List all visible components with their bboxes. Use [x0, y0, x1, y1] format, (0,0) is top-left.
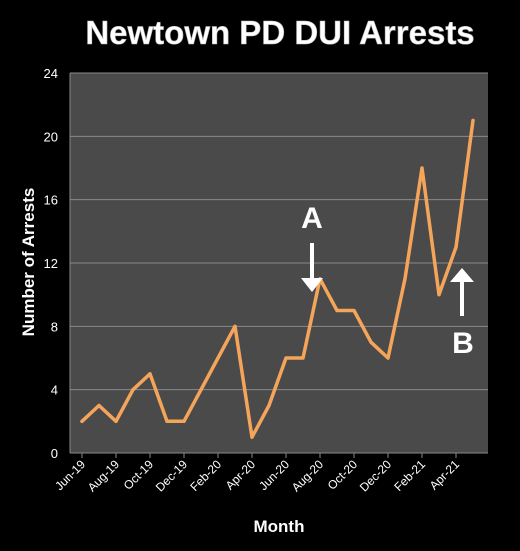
- data-point: [454, 245, 458, 249]
- y-tick-label: 20: [44, 129, 58, 144]
- x-tick-label: Apr-21: [427, 457, 463, 493]
- x-tick-label: Oct-19: [121, 457, 157, 493]
- data-point: [80, 419, 84, 423]
- x-tick-label: Aug-19: [85, 457, 122, 494]
- annotation-label: A: [301, 202, 323, 235]
- data-point: [199, 388, 203, 392]
- data-point: [420, 166, 424, 170]
- data-point: [301, 356, 305, 360]
- x-tick-label: Oct-20: [325, 457, 361, 493]
- data-point: [335, 308, 339, 313]
- data-point: [284, 356, 288, 360]
- x-tick-label: Jun-19: [52, 457, 88, 493]
- data-point: [165, 419, 169, 423]
- data-point: [267, 403, 271, 408]
- data-point: [97, 403, 101, 408]
- x-tick-label: Dec-20: [357, 457, 394, 494]
- annotation-label: B: [452, 327, 474, 360]
- y-tick-label: 4: [51, 383, 58, 398]
- grid-lines: [70, 72, 488, 391]
- y-axis-ticks: 0 4 8 12 16 20 24: [44, 66, 58, 461]
- y-axis-label: Number of Arrests: [19, 188, 38, 337]
- data-point: [471, 118, 475, 123]
- x-tick-label: Feb-21: [391, 457, 428, 494]
- y-tick-label: 12: [44, 256, 58, 271]
- data-point: [131, 388, 135, 392]
- chart-title: Newtown PD DUI Arrests: [85, 14, 474, 51]
- y-tick-label: 24: [44, 66, 58, 81]
- y-tick-label: 8: [51, 319, 58, 334]
- data-point: [386, 356, 390, 360]
- x-axis-ticks: Jun-19Aug-19Oct-19Dec-19Feb-20Apr-20Jun-…: [52, 453, 462, 494]
- x-tick-label: Dec-19: [153, 457, 190, 494]
- x-tick-label: Apr-20: [223, 457, 259, 493]
- data-point: [437, 293, 441, 297]
- data-point: [403, 277, 407, 281]
- data-point: [250, 435, 254, 439]
- series-line: [80, 118, 475, 439]
- data-point: [182, 419, 186, 423]
- x-axis-label: Month: [254, 517, 305, 536]
- x-tick-label: Jun-20: [256, 457, 292, 493]
- data-point: [216, 356, 220, 360]
- data-point: [352, 308, 356, 313]
- data-point: [148, 372, 152, 376]
- data-point: [233, 324, 237, 328]
- annotation-b: B: [450, 268, 474, 360]
- arrowhead-icon: [301, 278, 323, 292]
- data-point: [114, 419, 118, 423]
- arrowhead-icon: [450, 268, 474, 282]
- y-tick-label: 16: [44, 193, 58, 208]
- x-tick-label: Aug-20: [289, 457, 326, 494]
- annotations: AB: [301, 202, 474, 360]
- x-tick-label: Feb-20: [187, 457, 224, 494]
- annotation-a: A: [301, 202, 323, 292]
- data-point: [369, 340, 373, 344]
- y-tick-label: 0: [51, 446, 58, 461]
